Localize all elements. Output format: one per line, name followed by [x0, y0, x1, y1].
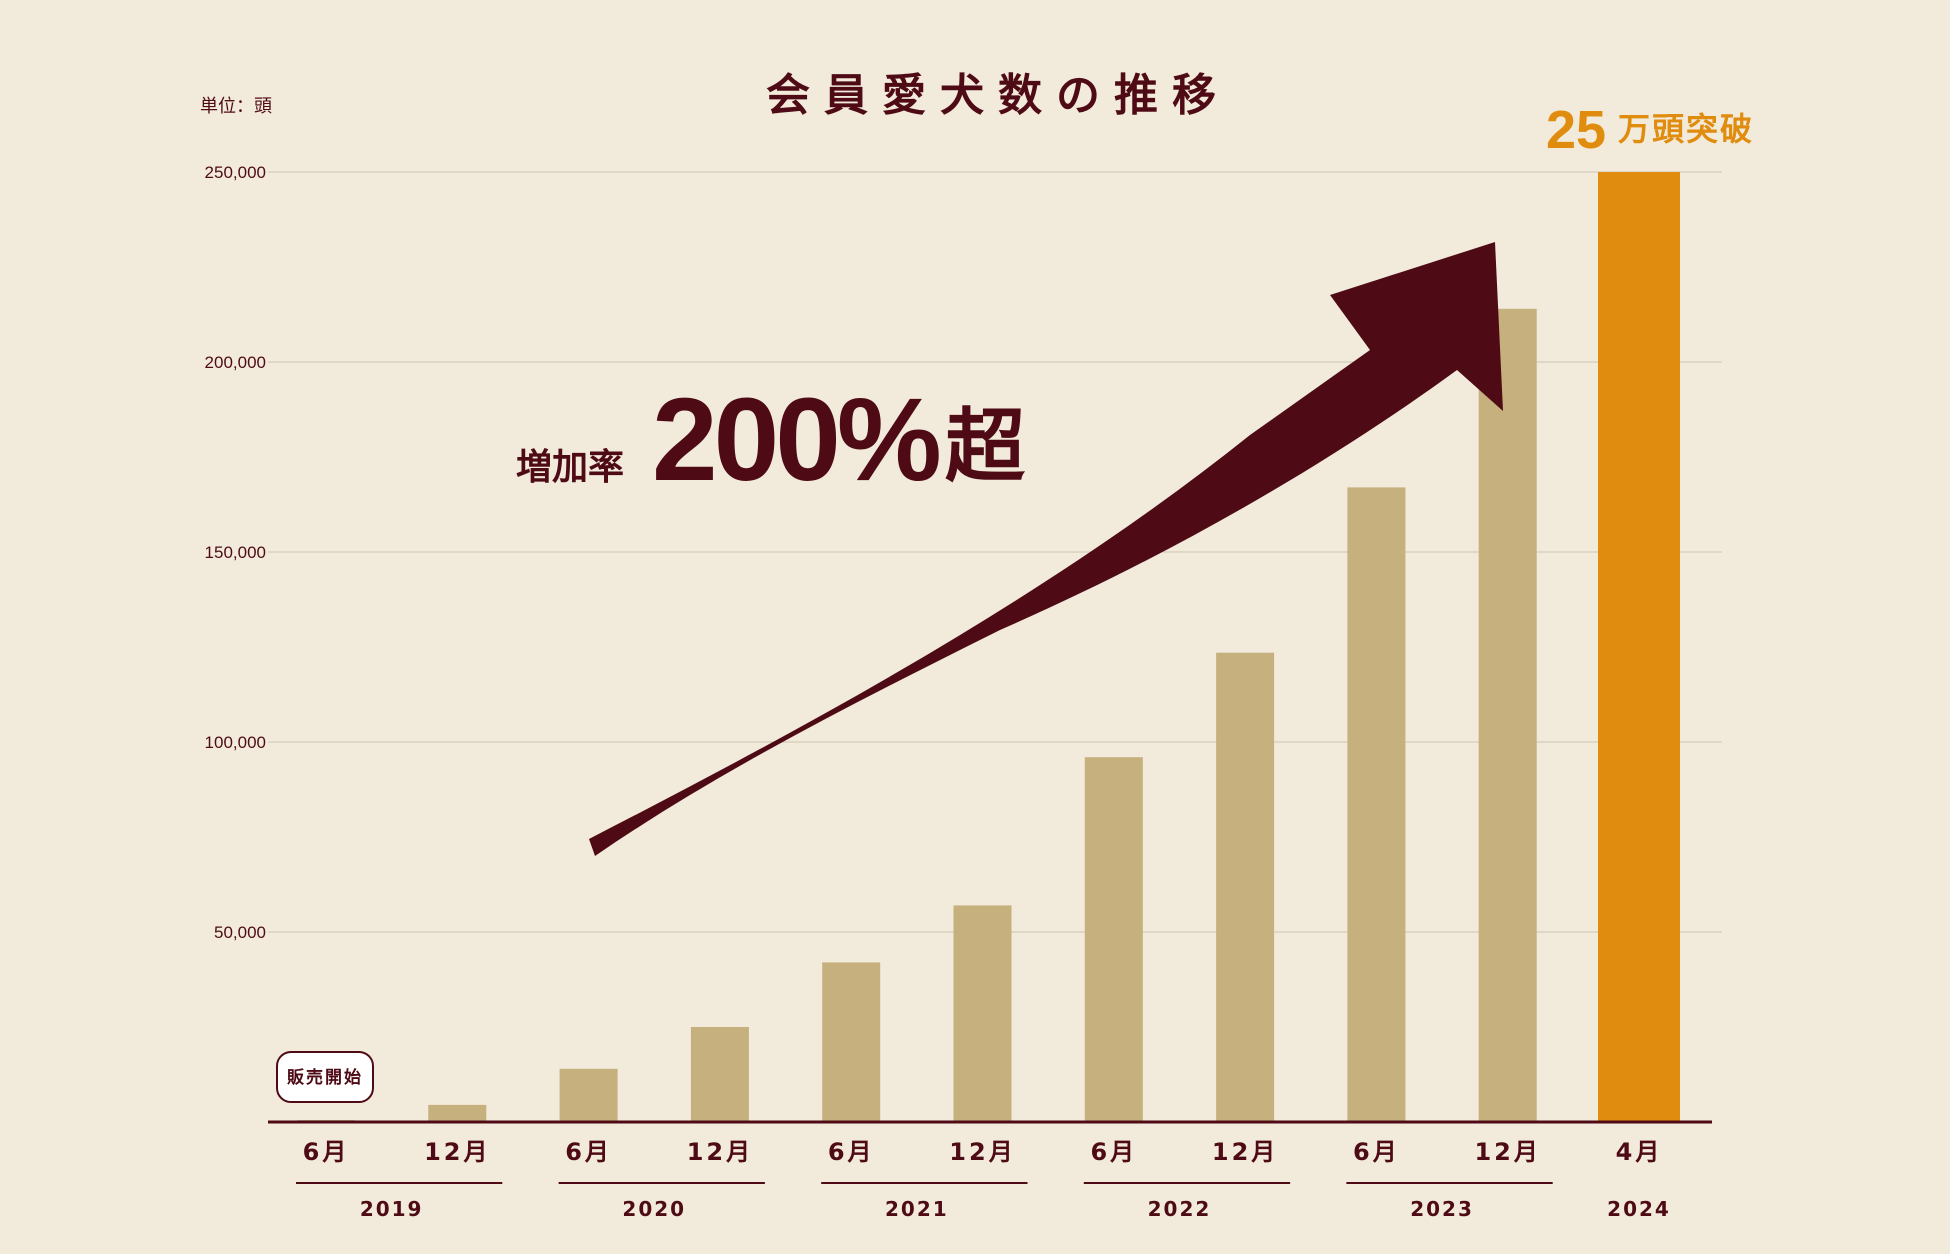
x-tick-label: 6月: [828, 1138, 875, 1166]
launch-badge-label: 販売開始: [287, 1067, 363, 1088]
y-tick-label: 100,000: [205, 733, 266, 752]
unit-label: 単位：頭: [200, 96, 272, 117]
y-tick-label: 50,000: [214, 923, 266, 942]
x-tick-label: 12月: [424, 1138, 490, 1166]
x-tick-label: 6月: [1090, 1138, 1137, 1166]
y-tick-label: 250,000: [205, 163, 266, 182]
chart-title: 会員愛犬数の推移: [766, 70, 1230, 121]
x-tick-label: 12月: [687, 1138, 753, 1166]
bar: [1216, 652, 1275, 1122]
x-tick-label: 12月: [1212, 1138, 1278, 1166]
year-label: 2019: [360, 1197, 424, 1221]
growth-arrow: [589, 242, 1503, 856]
milestone-number: 25: [1546, 100, 1606, 160]
bar: [1478, 308, 1537, 1122]
year-label: 2020: [622, 1197, 686, 1221]
milestone-annotation: 25 万頭突破: [1546, 100, 1754, 160]
bars: [297, 172, 1680, 1122]
bar: [1598, 172, 1680, 1122]
x-tick-label: 4月: [1616, 1138, 1663, 1166]
growth-value: 200%: [652, 374, 939, 506]
year-groups: 2019 2020 2021 2022 2023 2024: [296, 1182, 1671, 1221]
bar: [822, 962, 881, 1122]
y-axis-ticks: 50,000 100,000 150,000 200,000 250,000: [205, 163, 266, 942]
x-tick-label: 6月: [565, 1138, 612, 1166]
year-label: 2022: [1148, 1197, 1212, 1221]
x-tick-label: 6月: [303, 1138, 350, 1166]
bar: [428, 1104, 487, 1122]
growth-annotation: 増加率 200% 超: [516, 374, 1026, 506]
growth-suffix: 超: [945, 400, 1026, 493]
x-axis-labels: 6月 12月 6月 12月 6月 12月 6月 12月 6月 12月 4月: [303, 1138, 1663, 1166]
bar: [690, 1027, 749, 1122]
y-tick-label: 200,000: [205, 353, 266, 372]
x-tick-label: 12月: [1474, 1138, 1540, 1166]
year-label: 2021: [885, 1197, 949, 1221]
growth-arrow-icon: [589, 242, 1503, 856]
year-label: 2024: [1607, 1197, 1671, 1221]
bar: [1347, 487, 1406, 1122]
launch-badge-frame: [276, 1051, 374, 1103]
x-tick-label: 12月: [949, 1138, 1015, 1166]
milestone-text: 万頭突破: [1618, 110, 1754, 148]
growth-prefix: 増加率: [516, 447, 624, 488]
y-tick-label: 150,000: [205, 543, 266, 562]
x-tick-label: 6月: [1353, 1138, 1400, 1166]
year-label: 2023: [1410, 1197, 1474, 1221]
launch-badge: 販売開始: [276, 1051, 374, 1103]
bar: [559, 1068, 618, 1122]
bar: [953, 905, 1012, 1122]
bar: [1084, 757, 1143, 1122]
